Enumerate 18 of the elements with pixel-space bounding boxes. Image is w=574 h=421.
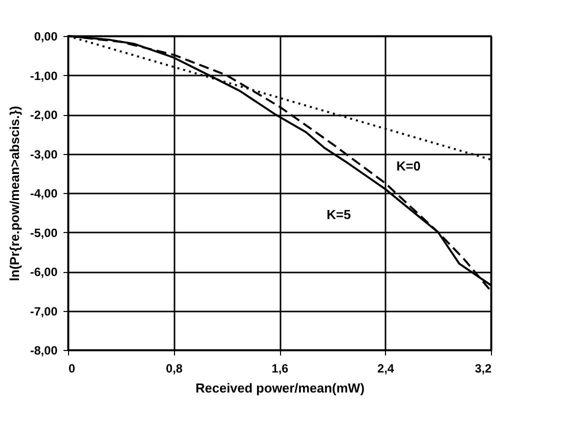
x-tick-label: 2,4 bbox=[377, 362, 394, 376]
annotation: K=5 bbox=[326, 206, 351, 222]
y-tick-label: -5,00 bbox=[30, 226, 58, 240]
x-tick-label: 1,6 bbox=[272, 362, 289, 376]
y-tick-label: -2,00 bbox=[30, 108, 58, 122]
x-tick-label: 0,8 bbox=[166, 362, 183, 376]
y-tick-label: -1,00 bbox=[30, 68, 58, 83]
annotation: K=0 bbox=[396, 158, 421, 174]
x-tick-label: 0 bbox=[68, 362, 76, 376]
y-tick-label: -8,00 bbox=[30, 344, 58, 358]
y-axis-title: ln(Pr{re.pow/mean>abscis.}) bbox=[7, 106, 22, 282]
y-tick-label: -7,00 bbox=[30, 304, 58, 318]
y-tick-label: -4,00 bbox=[30, 186, 58, 200]
y-tick-label: -6,00 bbox=[30, 265, 58, 279]
y-tick-label: 0,00 bbox=[34, 30, 58, 44]
y-tick-label: -3,00 bbox=[30, 147, 58, 162]
x-axis-title: Received power/mean(mW) bbox=[195, 380, 365, 396]
x-tick-label: 3,2 bbox=[474, 362, 492, 376]
